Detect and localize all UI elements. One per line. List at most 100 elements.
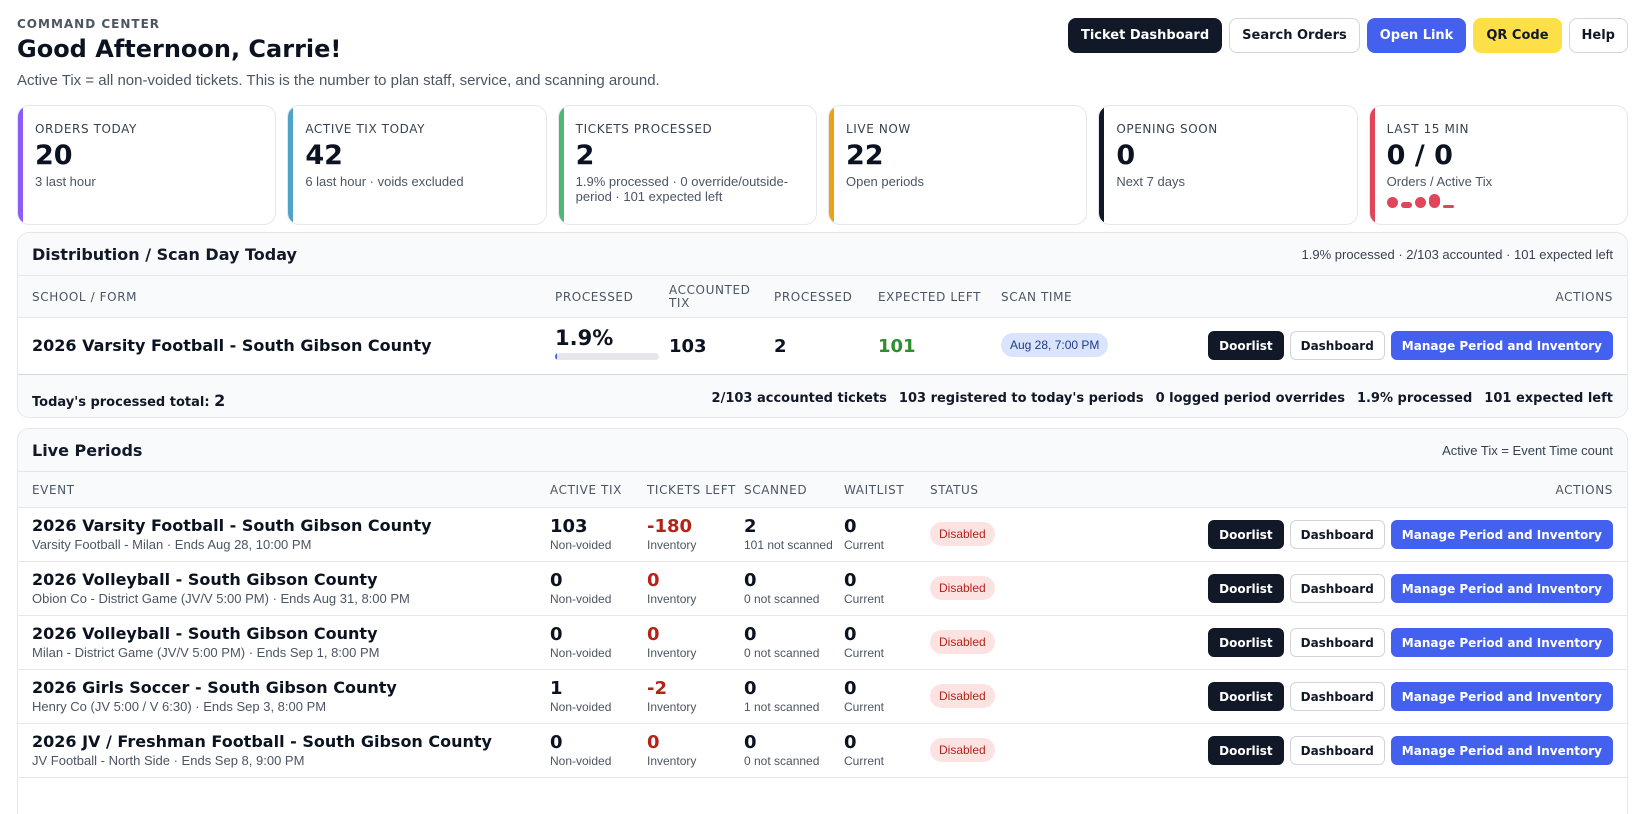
processed-value: 2 [774,336,787,357]
event-description: Henry Co (JV 5:00 / V 6:30) · Ends Sep 3… [32,699,327,714]
distribution-panel: Distribution / Scan Day Today 1.9% proce… [17,232,1628,418]
stat-value: 0 / 0 [1386,140,1453,171]
dashboard-button[interactable]: Dashboard [1289,574,1385,603]
event-description: Obion Co - District Game (JV/V 5:00 PM) … [32,591,410,606]
ticket-dashboard-button[interactable]: Ticket Dashboard [1067,18,1223,53]
stat-value: 0 [1116,140,1136,171]
waitlist-value: 0 [844,570,857,591]
sparkline-bar [1414,197,1426,208]
active-tix-value: 0 [550,732,563,753]
manage-period-button[interactable]: Manage Period and Inventory [1390,331,1613,360]
tickets-left-sub: Inventory [647,538,697,552]
stat-value: 2 [575,140,595,171]
dashboard-button[interactable]: Dashboard [1289,331,1385,360]
top-actions: Ticket Dashboard Search Orders Open Link… [1067,18,1628,53]
waitlist-sub: Current [844,646,885,660]
processed-total-label: Today's processed total: [32,395,210,410]
event-description: Milan - District Game (JV/V 5:00 PM) · E… [32,645,380,660]
live-periods-title: Live Periods [32,440,143,460]
stat-label: LIVE NOW [845,122,911,136]
processed-total: Today's processed total: 2 [32,391,225,410]
qr-code-button[interactable]: QR Code [1473,18,1562,53]
waitlist-value: 0 [844,516,857,537]
waitlist-sub: Current [844,538,885,552]
dashboard-button[interactable]: Dashboard [1289,736,1385,765]
distribution-table-header: SCHOOL / FORM PROCESSED ACCOUNTED TIX PR… [18,276,1627,318]
help-button[interactable]: Help [1568,18,1628,53]
stat-label: ACTIVE TIX TODAY [305,122,426,136]
expected-left-value: 101 [878,336,916,357]
event-name: 2026 JV / Freshman Football - South Gibs… [32,732,492,751]
waitlist-sub: Current [844,754,885,768]
manage-period-button[interactable]: Manage Period and Inventory [1390,628,1613,657]
stat-card: ACTIVE TIX TODAY 42 6 last hour · voids ex… [287,105,547,225]
event-description: Varsity Football - Milan · Ends Aug 28, … [32,537,312,552]
live-periods-meta: Active Tix = Event Time count [1442,442,1613,458]
summary-processed: 1.9% processed [1356,391,1473,406]
col-school-form: SCHOOL / FORM [32,289,138,304]
stat-value: 22 [845,140,884,171]
sparkline-bar [1400,202,1412,208]
scanned-value: 0 [744,570,757,591]
scanned-value: 0 [744,678,757,699]
manage-period-button[interactable]: Manage Period and Inventory [1390,574,1613,603]
doorlist-button[interactable]: Doorlist [1208,736,1284,765]
open-link-button[interactable]: Open Link [1366,18,1467,53]
col-event: EVENT [32,482,75,497]
active-tix-value: 0 [550,624,563,645]
sparkline-bar [1386,197,1398,208]
col-processed: PROCESSED [774,289,853,304]
accounted-tix-value: 103 [669,336,707,357]
col-live-actions: ACTIONS [1555,482,1613,497]
manage-period-button[interactable]: Manage Period and Inventory [1390,682,1613,711]
stat-subtext: 6 last hour · voids excluded [305,174,464,189]
waitlist-sub: Current [844,592,885,606]
event-name: 2026 Girls Soccer - South Gibson County [32,678,397,697]
scanned-sub: 0 not scanned [744,646,820,660]
dashboard-button[interactable]: Dashboard [1289,682,1385,711]
col-scan-time: SCAN TIME [1001,289,1073,304]
doorlist-button[interactable]: Doorlist [1208,520,1284,549]
stat-label: TICKETS PROCESSED [575,122,713,136]
stat-label: OPENING SOON [1116,122,1218,136]
waitlist-value: 0 [844,678,857,699]
scanned-value: 0 [744,732,757,753]
live-periods-rows: 2026 Varsity Football - South Gibson Cou… [18,508,1627,778]
doorlist-button[interactable]: Doorlist [1208,574,1284,603]
sparkline-bar [1442,205,1454,208]
processed-percent: 1.9% [555,326,614,350]
stat-subtext: 1.9% processed · 0 override/outside-peri… [575,174,789,204]
stat-label: ORDERS TODAY [35,122,137,136]
scanned-sub: 101 not scanned [744,538,833,552]
distribution-footer: Today's processed total: 2 2/103 account… [18,374,1627,417]
distribution-panel-header: Distribution / Scan Day Today 1.9% proce… [18,233,1627,276]
status-badge: Disabled [930,576,995,600]
live-periods-panel: Live Periods Active Tix = Event Time cou… [17,428,1628,814]
search-orders-button[interactable]: Search Orders [1229,18,1360,53]
doorlist-button[interactable]: Doorlist [1208,682,1284,711]
live-period-row: 2026 Varsity Football - South Gibson Cou… [18,508,1627,562]
live-row-actions: Doorlist Dashboard Manage Period and Inven… [1208,628,1613,657]
distribution-panel-title: Distribution / Scan Day Today [32,244,297,264]
distribution-row: 2026 Varsity Football - South Gibson Cou… [18,318,1627,374]
distribution-panel-meta: 1.9% processed · 2/103 accounted · 101 e… [1301,246,1613,262]
distribution-summary: 2/103 accounted tickets 103 registered t… [712,391,1613,406]
col-actions: ACTIONS [1555,289,1613,304]
scan-time-chip: Aug 28, 7:00 PM [1001,333,1109,357]
manage-period-button[interactable]: Manage Period and Inventory [1390,520,1613,549]
scanned-value: 2 [744,516,757,537]
doorlist-button[interactable]: Doorlist [1208,628,1284,657]
live-periods-table-header: EVENT ACTIVE TIX TICKETS LEFT SCANNED WA… [18,472,1627,508]
active-tix-sub: Non-voided [550,700,612,714]
doorlist-button[interactable]: Doorlist [1208,331,1284,360]
status-badge: Disabled [930,630,995,654]
distribution-row-name: 2026 Varsity Football - South Gibson Cou… [32,336,432,355]
dashboard-button[interactable]: Dashboard [1289,628,1385,657]
page-title: Good Afternoon, Carrie! [17,35,342,63]
live-row-actions: Doorlist Dashboard Manage Period and Inven… [1208,682,1613,711]
col-scanned: SCANNED [744,482,808,497]
col-active-tix: ACTIVE TIX [550,482,622,497]
status-badge: Disabled [930,522,995,546]
dashboard-button[interactable]: Dashboard [1289,520,1385,549]
manage-period-button[interactable]: Manage Period and Inventory [1390,736,1613,765]
